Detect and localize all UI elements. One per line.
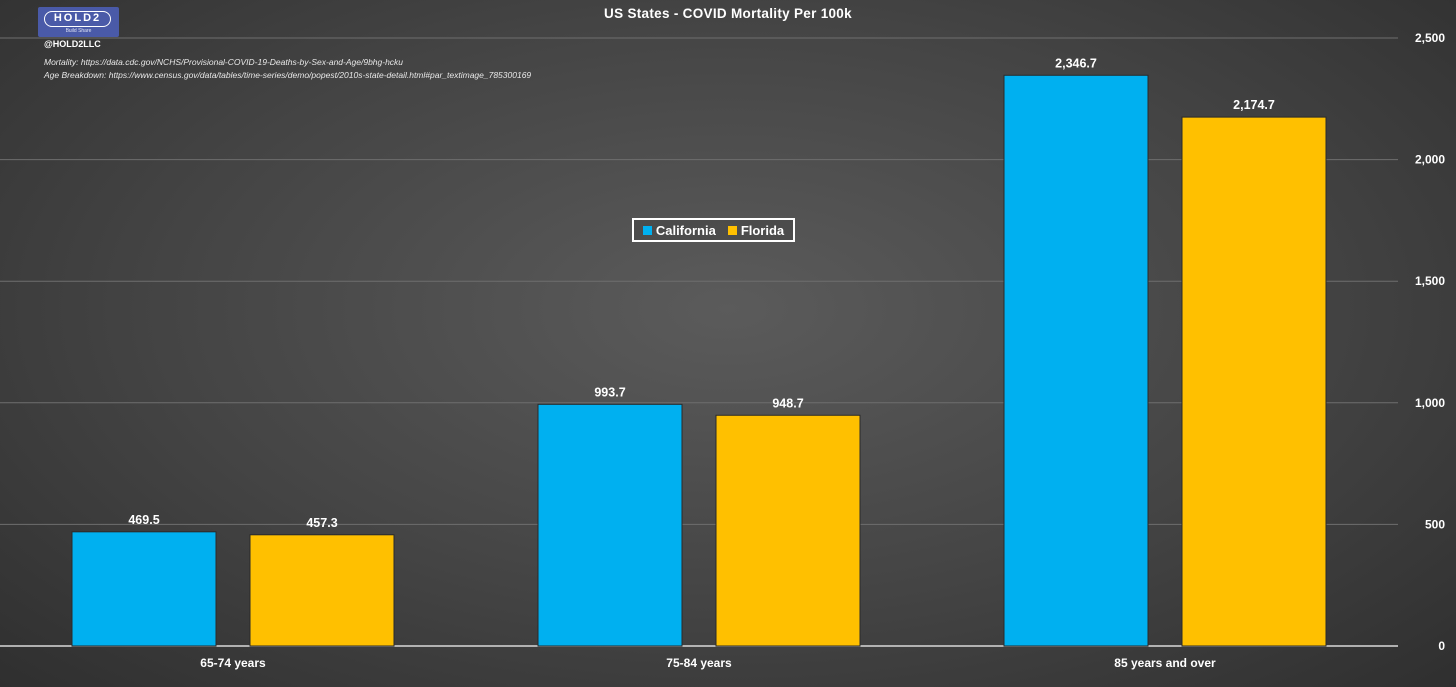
y-tick-label: 500 bbox=[1425, 517, 1445, 531]
y-tick-label: 0 bbox=[1438, 639, 1445, 653]
data-label-florida: 457.3 bbox=[306, 516, 337, 530]
y-tick-label: 1,500 bbox=[1415, 274, 1445, 288]
bar-california bbox=[537, 403, 683, 647]
legend-label-california: California bbox=[655, 222, 716, 238]
source-mortality: Mortality: https://data.cdc.gov/NCHS/Pro… bbox=[44, 57, 404, 67]
y-tick-label: 2,500 bbox=[1415, 31, 1445, 45]
chart-title: US States - COVID Mortality Per 100k bbox=[604, 6, 852, 21]
logo-text: HOLD2 bbox=[44, 11, 111, 27]
legend-item-california: California bbox=[642, 222, 716, 238]
bar-california bbox=[71, 531, 217, 647]
data-label-florida: 948.7 bbox=[772, 396, 803, 410]
legend-swatch-california bbox=[642, 225, 652, 235]
logo-subtext: Build Share bbox=[65, 28, 92, 34]
data-label-california: 469.5 bbox=[128, 513, 159, 527]
twitter-handle: @HOLD2LLC bbox=[44, 39, 101, 49]
bar-florida bbox=[715, 414, 861, 647]
x-tick-label: 75-84 years bbox=[666, 656, 732, 670]
x-tick-label: 65-74 years bbox=[200, 656, 266, 670]
y-tick-label: 1,000 bbox=[1415, 396, 1445, 410]
chart-legend: California Florida bbox=[632, 218, 795, 242]
data-label-california: 993.7 bbox=[594, 385, 625, 399]
y-tick-label: 2,000 bbox=[1415, 153, 1445, 167]
hold2-logo: HOLD2 Build Share bbox=[38, 7, 119, 37]
bar-california bbox=[1003, 74, 1149, 647]
bar-florida bbox=[249, 534, 395, 647]
data-label-california: 2,346.7 bbox=[1055, 56, 1097, 70]
bar-florida bbox=[1181, 116, 1327, 647]
legend-label-florida: Florida bbox=[740, 222, 785, 238]
legend-item-florida: Florida bbox=[727, 222, 785, 238]
x-tick-label: 85 years and over bbox=[1114, 656, 1216, 670]
data-label-florida: 2,174.7 bbox=[1233, 98, 1275, 112]
source-age-breakdown: Age Breakdown: https://www.census.gov/da… bbox=[44, 70, 532, 80]
legend-swatch-florida bbox=[727, 225, 737, 235]
